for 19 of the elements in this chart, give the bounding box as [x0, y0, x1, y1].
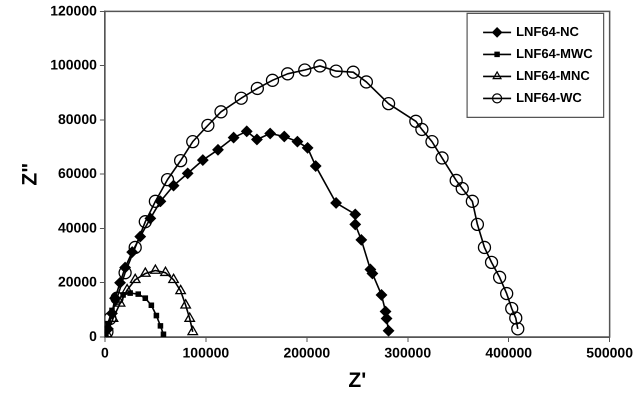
x-tick-label: 100000: [182, 344, 230, 360]
x-axis-title: Z': [348, 369, 366, 392]
legend-label: LNF64-WC: [516, 90, 582, 105]
y-tick-label: 0: [89, 328, 98, 344]
x-tick-label: 300000: [384, 344, 432, 360]
x-tick-label: 500000: [586, 344, 634, 360]
legend-label: LNF64-MNC: [516, 68, 590, 83]
x-tick-label: 0: [101, 344, 110, 360]
y-tick-label: 20000: [58, 274, 98, 290]
y-tick-label: 60000: [58, 165, 98, 182]
x-tick-label: 200000: [283, 344, 330, 360]
y-tick-label: 40000: [58, 219, 98, 236]
y-tick-label: 100000: [50, 56, 98, 73]
legend-label: LNF64-NC: [516, 24, 580, 39]
x-tick-label: 400000: [485, 344, 532, 360]
y-tick-label: 80000: [58, 110, 98, 127]
legend-label: LNF64-MWC: [516, 46, 594, 61]
y-axis-title: Z": [18, 162, 42, 186]
y-tick-label: 120000: [50, 2, 98, 18]
